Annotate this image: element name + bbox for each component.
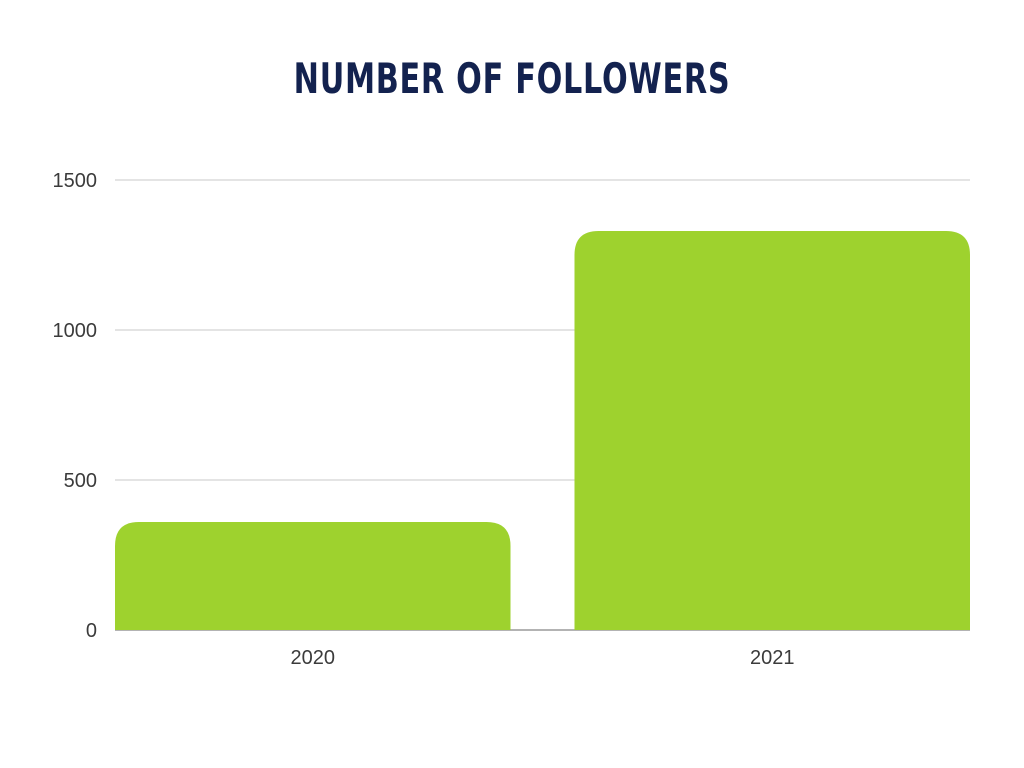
y-tick-label: 1000 (53, 320, 98, 342)
x-tick-label: 2020 (291, 647, 336, 669)
bar-2020 (115, 522, 511, 630)
y-tick-label: 1500 (53, 170, 98, 192)
chart-title: NUMBER OF FOLLOWERS (293, 54, 731, 103)
bar-2021 (574, 231, 970, 630)
y-tick-label: 0 (86, 620, 97, 642)
x-tick-label: 2021 (750, 647, 795, 669)
y-tick-label: 500 (64, 470, 97, 492)
